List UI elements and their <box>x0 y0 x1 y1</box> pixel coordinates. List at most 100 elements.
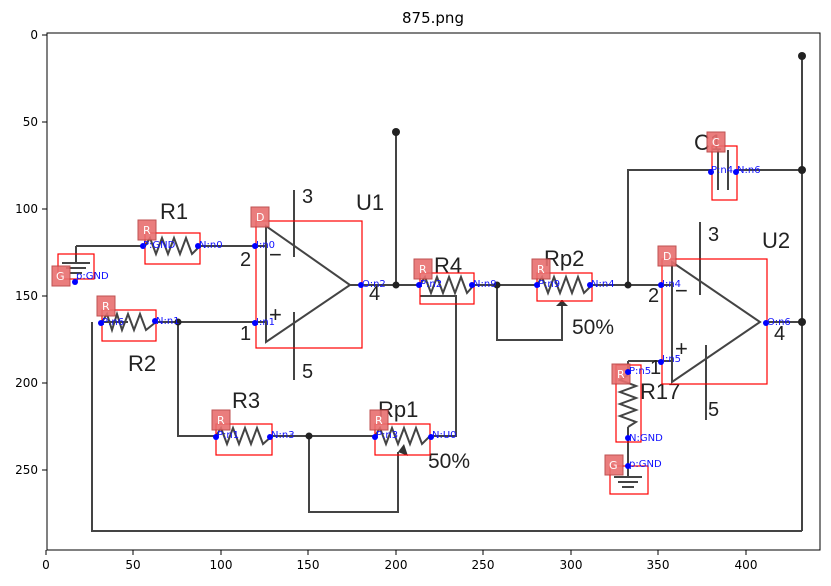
pin-label-r1-n: N:n0 <box>199 240 223 251</box>
label-r4: R4 <box>434 253 462 278</box>
badge-g1-text: G <box>56 270 65 283</box>
ground-symbol-2 <box>614 462 642 488</box>
pin-dot <box>587 282 593 288</box>
pin-label-r17-p: P:n5 <box>629 366 651 377</box>
resistor-r4-symbol <box>419 274 475 296</box>
pin-dot <box>534 282 540 288</box>
pin-dot <box>252 243 258 249</box>
pin-dot <box>658 359 664 365</box>
label-u1: U1 <box>356 190 384 215</box>
pin-label-r4-p: P:n2 <box>420 279 442 290</box>
rp2-percent-label: 50% <box>572 316 614 339</box>
junction-dot <box>798 52 806 60</box>
pin-label-rp1-p: P:n3 <box>376 430 398 441</box>
pin-labels: P:GND N:n0 I:n0 O:n2 I:n1 p:GND P:n6 N:n… <box>76 165 791 470</box>
y-tick-label: 250 <box>15 463 38 477</box>
pin-dot <box>195 243 201 249</box>
u2-pin-number: 5 <box>708 399 719 421</box>
badge-r4-text: R <box>419 263 427 276</box>
label-r1: R1 <box>160 199 188 224</box>
x-axis: 0 50 100 150 200 250 300 350 400 <box>42 550 757 572</box>
u2-pin-number: 3 <box>708 224 719 246</box>
pin-dot <box>625 463 631 469</box>
y-tick-label: 150 <box>15 289 38 303</box>
label-r17: R17 <box>640 379 680 404</box>
pin-dot <box>358 282 364 288</box>
badge-u2 <box>657 245 677 267</box>
junction-dot <box>305 432 313 440</box>
badge-rp1 <box>369 409 389 431</box>
badge-r1-text: R <box>143 224 151 237</box>
circuit-schematic <box>62 52 806 532</box>
pin-label-u2-in: I:n4 <box>662 279 681 290</box>
u2-minus-sign: − <box>675 278 688 303</box>
badge-u2-text: D <box>663 250 671 263</box>
badge-rp2-text: R <box>537 263 545 276</box>
resistor-r1-symbol <box>144 235 201 257</box>
wire <box>496 285 563 341</box>
junction-dot <box>392 281 400 289</box>
bbox-r1 <box>144 232 201 265</box>
pin-label-u1-in1: I:n1 <box>256 317 275 328</box>
pin-label-r3-n: N:n3 <box>271 430 295 441</box>
junction-dot <box>392 128 400 136</box>
pin-dot <box>625 369 631 375</box>
circuit-labels: R1 R2 R3 R4 Rp1 Rp2 R17 U1 U2 C1 3 2 1 4… <box>128 130 790 473</box>
y-tick-label: 50 <box>23 115 38 129</box>
pin-dot <box>733 169 739 175</box>
pin-dot <box>372 434 378 440</box>
pin-label-g2: p:GND <box>629 459 662 470</box>
opamp-u1-symbol <box>265 224 352 344</box>
pin-dot <box>98 320 104 326</box>
wire <box>308 436 399 513</box>
pin-label-u1-in: I:n0 <box>256 240 275 251</box>
junction-dot <box>798 318 806 326</box>
pin-label-rp2-p: P:n9 <box>538 279 560 290</box>
plot-title: 875.png <box>402 9 464 27</box>
u2-plus-sign: + <box>675 336 688 361</box>
opamp-u2-symbol <box>671 260 762 384</box>
badge-u1 <box>250 206 270 228</box>
potentiometer-rp2-symbol <box>536 274 593 296</box>
badge-r2-text: R <box>102 300 110 313</box>
badge-r1 <box>137 219 157 241</box>
wire <box>91 322 802 532</box>
pin-label-r17-n: N:GND <box>629 433 663 444</box>
junction-dot <box>798 166 806 174</box>
badge-rp2 <box>531 258 551 280</box>
wire <box>177 322 216 437</box>
pin-dot <box>625 435 631 441</box>
junction-dot <box>624 281 632 289</box>
y-axis: 0 50 100 150 200 250 <box>15 28 47 477</box>
pin-label-rp1-n: N:U0 <box>432 430 457 441</box>
potentiometer-rp1-symbol <box>374 425 431 447</box>
badge-u1-text: D <box>256 211 264 224</box>
x-tick-label: 150 <box>297 558 320 572</box>
pin-dot <box>416 282 422 288</box>
badge-g1 <box>51 265 71 287</box>
u1-pin-number: 2 <box>240 249 251 271</box>
bbox-r4 <box>419 272 475 305</box>
pin-label-c1-p: P:n4 <box>711 165 733 176</box>
resistor-r3-symbol <box>215 425 273 447</box>
u1-pin-number: 1 <box>240 323 251 345</box>
u1-pin-number: 4 <box>369 283 380 305</box>
x-tick-label: 350 <box>647 558 670 572</box>
badge-c1-text: C <box>712 136 720 149</box>
pin-label-u1-out: O:n2 <box>362 279 386 290</box>
wire <box>627 169 712 285</box>
badge-r3-text: R <box>217 414 225 427</box>
badge-r4 <box>413 258 433 280</box>
u2-pin-number: 2 <box>648 285 659 307</box>
y-tick-label: 200 <box>15 376 38 390</box>
pin-dot <box>428 434 434 440</box>
badge-g2-text: G <box>609 459 618 472</box>
y-tick-label: 0 <box>30 28 38 42</box>
u1-plus-sign: + <box>269 302 282 327</box>
x-tick-label: 400 <box>735 558 758 572</box>
rp1-wiper-arrow <box>398 444 408 456</box>
u2-pin-number: 1 <box>650 357 661 379</box>
pin-label-r2-n: N:n1 <box>156 316 180 327</box>
pin-label-r4-n: N:n9 <box>473 279 497 290</box>
